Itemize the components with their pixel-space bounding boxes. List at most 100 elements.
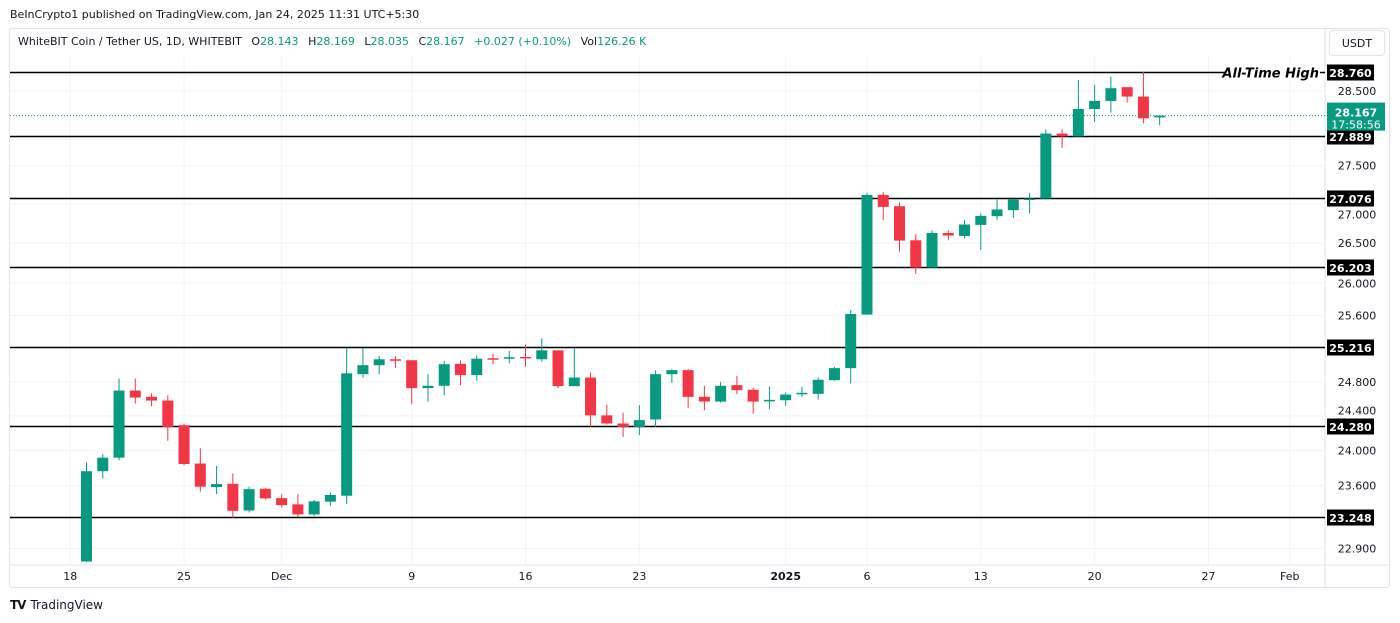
- candle-down: [682, 369, 694, 409]
- candle-body: [227, 483, 239, 511]
- candle-body: [1024, 198, 1036, 201]
- level-price-label: 25.216: [1329, 342, 1372, 355]
- candle-body: [601, 415, 613, 424]
- level-price-label: 28.760: [1329, 67, 1372, 80]
- y-tick-label: 28.500: [1338, 85, 1377, 98]
- candle-up: [536, 338, 548, 362]
- candle-up: [633, 405, 645, 435]
- level-price-label: 27.076: [1329, 193, 1372, 206]
- x-tick-label: Feb: [1280, 570, 1299, 583]
- candle-body: [536, 350, 548, 360]
- open-label: O: [251, 35, 261, 48]
- x-tick-label: 6: [863, 570, 870, 583]
- candle-down: [178, 423, 190, 466]
- x-tick-label: Dec: [271, 570, 292, 583]
- candle-down: [698, 385, 710, 411]
- candle-down: [1137, 72, 1149, 124]
- level-price-tag: [1327, 509, 1374, 526]
- high-value: 28.169: [316, 35, 355, 48]
- candle-body: [682, 370, 694, 397]
- candle-body: [747, 389, 759, 402]
- candle-up: [373, 356, 385, 375]
- candle-body: [666, 370, 678, 375]
- last-price-label: 28.167: [1335, 107, 1377, 120]
- candle-body: [861, 194, 873, 315]
- y-tick-label: 26.500: [1338, 237, 1377, 250]
- candle-down: [877, 192, 889, 221]
- candle-down: [1121, 87, 1133, 103]
- candle-body: [308, 501, 320, 515]
- candle-body: [487, 358, 499, 360]
- candle-up: [113, 378, 125, 461]
- symbol-legend: WhiteBIT Coin / Tether US, 1D, WHITEBIT …: [18, 35, 652, 48]
- candle-body: [503, 357, 515, 359]
- candle-down: [1056, 129, 1068, 148]
- last-price-tag: [1327, 102, 1385, 131]
- candle-down: [146, 393, 158, 407]
- candle-down: [454, 360, 466, 386]
- candle-body: [959, 224, 971, 236]
- candle-up: [650, 370, 662, 428]
- y-tick-label: 26.000: [1338, 278, 1377, 291]
- annotation-background: [1226, 64, 1320, 81]
- candle-body: [1105, 88, 1117, 101]
- candle-up: [438, 360, 450, 396]
- candle-up: [471, 355, 483, 381]
- candle-up: [211, 465, 223, 495]
- candle-up: [1089, 84, 1101, 122]
- candle-body: [81, 471, 92, 562]
- candle-down: [894, 202, 905, 252]
- candle-body: [389, 359, 401, 361]
- candle-body: [633, 420, 645, 427]
- candle-up: [959, 220, 971, 239]
- candle-down: [585, 372, 597, 427]
- x-tick-label: 27: [1201, 570, 1215, 583]
- candle-body: [698, 396, 710, 402]
- candle-body: [731, 385, 743, 391]
- currency-button[interactable]: USDT: [1329, 30, 1385, 56]
- candle-down: [552, 350, 564, 389]
- symbol-title[interactable]: WhiteBIT Coin / Tether US, 1D, WHITEBIT: [18, 35, 242, 48]
- candle-body: [146, 396, 158, 401]
- candle-down: [276, 494, 288, 508]
- candle-body: [1137, 96, 1149, 119]
- level-price-tag: [1327, 418, 1374, 435]
- close-label: C: [418, 35, 427, 48]
- candle-up: [243, 486, 255, 513]
- x-tick-label: 25: [177, 570, 191, 583]
- candle-body: [211, 484, 223, 488]
- level-23.248: 23.248: [10, 509, 1374, 526]
- candle-down: [389, 356, 401, 369]
- candle-up: [308, 499, 320, 516]
- y-axis-tick-labels: 28.500 27.500 27.000 26.500 26.000 25.600 24.8…: [1338, 85, 1377, 556]
- candle-up: [812, 377, 824, 400]
- candle-body: [194, 463, 206, 487]
- candle-body: [1007, 199, 1019, 211]
- x-tick-label: 20: [1088, 570, 1102, 583]
- candle-down: [129, 378, 141, 404]
- candle-body: [324, 494, 336, 502]
- candle-up: [1024, 193, 1036, 214]
- level-27.076: 27.076: [10, 190, 1374, 207]
- candle-down: [162, 395, 174, 441]
- candle-body: [910, 240, 922, 268]
- level-price-label: 27.889: [1329, 131, 1371, 144]
- candle-up: [568, 347, 580, 387]
- candle-body: [113, 390, 125, 458]
- level-price-tag: [1327, 259, 1374, 276]
- candle-up: [780, 392, 792, 406]
- level-price-tag: [1327, 190, 1374, 207]
- change-value: +0.027 (+0.10%): [474, 35, 572, 48]
- y-tick-label: 27.000: [1338, 209, 1377, 222]
- candle-down: [910, 234, 922, 274]
- level-28.760: All-Time High 28.760: [10, 64, 1374, 82]
- candle-down: [601, 404, 613, 425]
- candle-down: [747, 388, 759, 414]
- candle-body: [1121, 87, 1133, 97]
- candle-up: [666, 369, 678, 383]
- ath-annotation: All-Time High: [1221, 67, 1319, 82]
- brand-name[interactable]: TradingView: [30, 598, 103, 612]
- tradingview-logo-icon[interactable]: TV: [10, 598, 27, 612]
